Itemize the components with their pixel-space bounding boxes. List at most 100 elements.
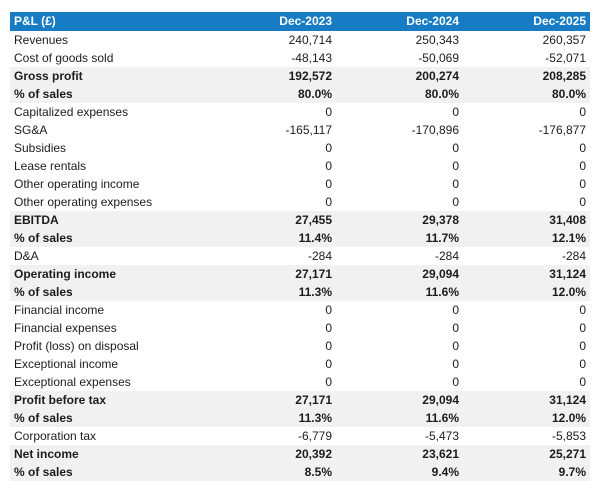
row-value: 20,392: [209, 445, 336, 463]
row-value: 0: [579, 195, 586, 209]
row-label: % of sales: [10, 283, 209, 301]
row-value: 80.0%: [209, 85, 336, 103]
row-value: 0: [579, 177, 586, 191]
row-value: 0: [325, 177, 332, 191]
row-value: 11.3%: [209, 283, 336, 301]
row-value: -176,877: [538, 123, 586, 137]
table-row: % of sales 11.3% 11.6% 12.0%: [10, 283, 590, 301]
row-label: Operating income: [10, 265, 209, 283]
row-value: 0: [452, 141, 459, 155]
row-value: 12.0%: [463, 283, 590, 301]
row-label: Other operating expenses: [14, 195, 153, 209]
row-value: 0: [325, 339, 332, 353]
row-value: 0: [452, 105, 459, 119]
table-row: Financial income 0 0 0: [10, 301, 590, 319]
row-value: 0: [452, 339, 459, 353]
column-header-dec-2023: Dec-2023: [209, 12, 336, 31]
row-value: -284: [561, 249, 586, 263]
row-value: -170,896: [411, 123, 459, 137]
row-label: Net income: [10, 445, 209, 463]
row-label: % of sales: [10, 463, 209, 481]
table-row: Exceptional income 0 0 0: [10, 355, 590, 373]
row-value: 0: [325, 105, 332, 119]
row-value: 0: [325, 321, 332, 335]
row-value: 8.5%: [209, 463, 336, 481]
row-value: 0: [452, 303, 459, 317]
row-value: 208,285: [463, 67, 590, 85]
row-label: Other operating income: [14, 177, 140, 191]
row-value: -6,779: [297, 429, 332, 443]
row-label: Corporation tax: [14, 429, 97, 443]
row-label: Financial expenses: [14, 321, 117, 335]
column-header-dec-2024: Dec-2024: [336, 12, 463, 31]
table-row: Lease rentals 0 0 0: [10, 157, 590, 175]
row-value: 0: [579, 159, 586, 173]
row-label: Cost of goods sold: [14, 51, 114, 65]
pnl-table-container: P&L (£) Dec-2023 Dec-2024 Dec-2025 Reven…: [10, 12, 590, 481]
row-value: 0: [579, 339, 586, 353]
row-value: 27,171: [209, 265, 336, 283]
row-value: 240,714: [288, 33, 332, 47]
table-row: Net income 20,392 23,621 25,271: [10, 445, 590, 463]
row-value: 11.6%: [336, 409, 463, 427]
row-value: 29,094: [336, 265, 463, 283]
row-value: 0: [452, 375, 459, 389]
row-label: Capitalized expenses: [14, 105, 129, 119]
row-value: 11.3%: [209, 409, 336, 427]
table-row: Profit (loss) on disposal 0 0 0: [10, 337, 590, 355]
row-value: 0: [452, 357, 459, 371]
table-row: % of sales 80.0% 80.0% 80.0%: [10, 85, 590, 103]
table-row: Other operating income 0 0 0: [10, 175, 590, 193]
row-value: -284: [307, 249, 332, 263]
row-value: 27,171: [209, 391, 336, 409]
row-value: -52,071: [545, 51, 586, 65]
row-value: 31,124: [463, 265, 590, 283]
row-value: 11.7%: [336, 229, 463, 247]
row-value: 27,455: [209, 211, 336, 229]
row-value: -5,473: [424, 429, 459, 443]
table-title: P&L (£): [10, 12, 209, 31]
row-value: 12.1%: [463, 229, 590, 247]
row-value: -284: [434, 249, 459, 263]
table-row: SG&A -165,117 -170,896 -176,877: [10, 121, 590, 139]
table-row: Cost of goods sold -48,143 -50,069 -52,071: [10, 49, 590, 67]
row-value: 12.0%: [463, 409, 590, 427]
row-label: EBITDA: [10, 211, 209, 229]
row-label: % of sales: [10, 229, 209, 247]
row-value: 0: [325, 159, 332, 173]
row-label: SG&A: [14, 123, 48, 137]
column-header-dec-2025: Dec-2025: [463, 12, 590, 31]
row-value: 0: [579, 105, 586, 119]
row-value: 25,271: [463, 445, 590, 463]
table-row: % of sales 8.5% 9.4% 9.7%: [10, 463, 590, 481]
row-value: 0: [325, 195, 332, 209]
table-row: Revenues 240,714 250,343 260,357: [10, 31, 590, 49]
row-value: 0: [452, 177, 459, 191]
row-value: 0: [579, 357, 586, 371]
row-value: -165,117: [285, 123, 332, 137]
row-label: Profit before tax: [10, 391, 209, 409]
row-value: 9.4%: [336, 463, 463, 481]
row-value: 11.4%: [209, 229, 336, 247]
row-value: 0: [325, 303, 332, 317]
row-value: 0: [325, 141, 332, 155]
row-value: 192,572: [209, 67, 336, 85]
row-label: Gross profit: [10, 67, 209, 85]
table-row: Gross profit 192,572 200,274 208,285: [10, 67, 590, 85]
table-row: Corporation tax -6,779 -5,473 -5,853: [10, 427, 590, 445]
table-row: Profit before tax 27,171 29,094 31,124: [10, 391, 590, 409]
row-label: Exceptional income: [14, 357, 119, 371]
row-label: Exceptional expenses: [14, 375, 131, 389]
row-label: % of sales: [10, 85, 209, 103]
row-value: 0: [325, 357, 332, 371]
row-value: 23,621: [336, 445, 463, 463]
row-value: 80.0%: [463, 85, 590, 103]
row-value: 80.0%: [336, 85, 463, 103]
table-row: Capitalized expenses 0 0 0: [10, 103, 590, 121]
table-row: EBITDA 27,455 29,378 31,408: [10, 211, 590, 229]
row-label: Lease rentals: [14, 159, 87, 173]
row-value: 11.6%: [336, 283, 463, 301]
table-row: Financial expenses 0 0 0: [10, 319, 590, 337]
row-value: 0: [579, 321, 586, 335]
